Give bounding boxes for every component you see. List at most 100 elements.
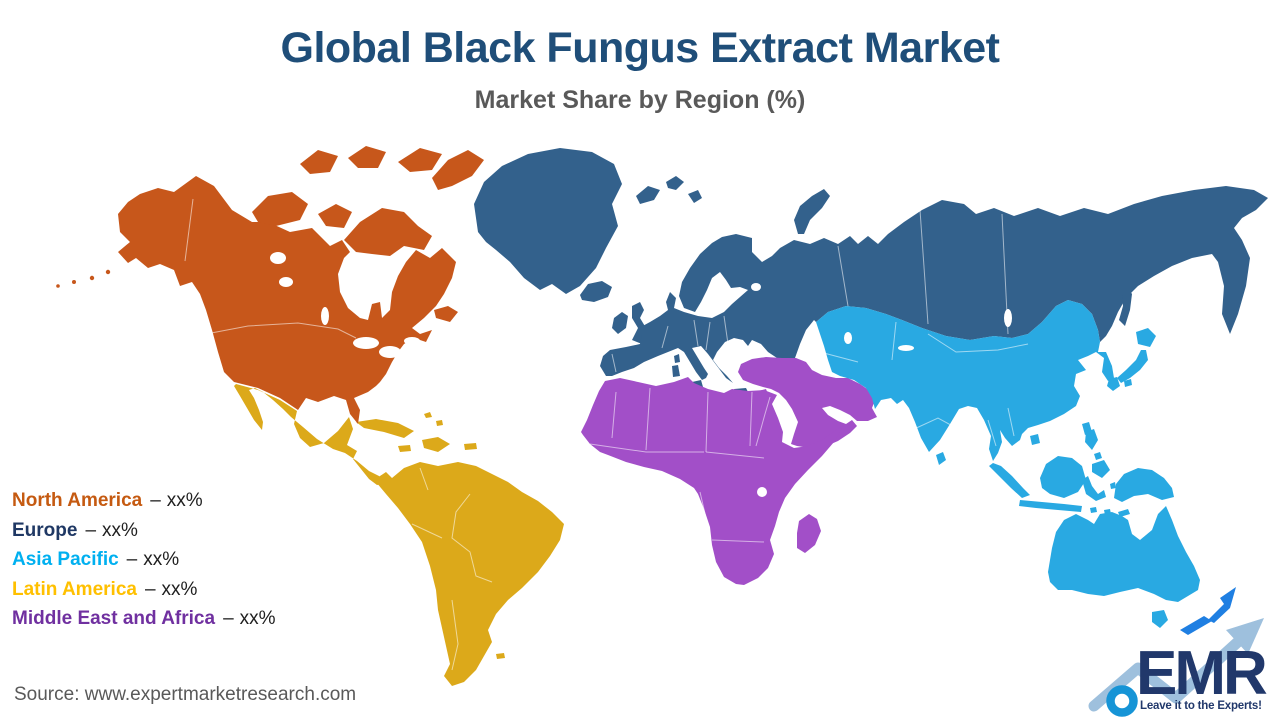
baffin-island xyxy=(344,208,432,256)
japan-shikoku xyxy=(1124,379,1132,387)
aleutian-2 xyxy=(89,275,95,281)
border-spain-portugal xyxy=(611,353,617,373)
border-ural xyxy=(837,245,849,307)
timor xyxy=(1118,509,1130,517)
australia xyxy=(1048,506,1200,602)
jamaica xyxy=(398,445,411,452)
legend-separator: – xyxy=(223,608,234,629)
border-libya-egypt xyxy=(705,391,709,453)
map-region-middle-east-africa xyxy=(581,357,877,585)
map-region-latin-america xyxy=(234,384,564,686)
border-mongolia-china xyxy=(927,333,1029,353)
middle-east xyxy=(738,357,877,448)
aleutian-4 xyxy=(56,284,60,288)
map-region-asia-pacific xyxy=(816,300,1200,628)
lake-winnipeg xyxy=(321,307,329,325)
arctic-island-1 xyxy=(300,150,338,174)
lake-ontario xyxy=(419,345,429,353)
border-india-china xyxy=(911,417,961,431)
map-region-north-america xyxy=(56,146,484,424)
legend-separator: – xyxy=(144,578,156,600)
border-france-germany xyxy=(661,325,669,349)
cuba xyxy=(356,419,414,438)
legend-item-latin-america: Latin America – xx% xyxy=(12,575,276,605)
eurasia-mainland xyxy=(600,186,1268,383)
lakes xyxy=(270,252,1012,497)
border-kazakhstan-uzbekistan xyxy=(819,351,859,363)
sulawesi xyxy=(1082,476,1106,501)
logo-trend-arrow-head xyxy=(1226,618,1264,654)
legend-item-europe: Europe – xx% xyxy=(12,516,276,546)
emr-logo: EMR Leave it to the Experts! xyxy=(1088,618,1270,717)
mexico-central-america xyxy=(234,384,393,485)
lake-ladoga xyxy=(751,283,761,291)
borneo xyxy=(1040,456,1086,498)
border-algeria-libya xyxy=(645,387,651,451)
japan-honshu xyxy=(1117,350,1148,383)
africa xyxy=(581,377,844,585)
border-brazil-west xyxy=(451,493,493,583)
lake-baikal xyxy=(1004,309,1012,327)
north-america-mainland xyxy=(118,176,456,424)
logo-tagline: Leave it to the Experts! xyxy=(1140,700,1262,712)
novaya-zemlya xyxy=(794,189,830,234)
legend-separator: – xyxy=(85,519,97,541)
svalbard-2 xyxy=(666,176,684,190)
svalbard xyxy=(636,186,660,204)
tasmania xyxy=(1152,610,1168,628)
svalbard-3 xyxy=(688,190,702,203)
japan-hokkaido xyxy=(1136,328,1156,347)
great-bear-lake xyxy=(270,252,286,264)
sardinia xyxy=(672,365,680,377)
corsica xyxy=(674,354,680,363)
lesser-sunda-1 xyxy=(1090,507,1097,513)
hispaniola xyxy=(422,437,450,452)
bahamas-2 xyxy=(436,420,443,426)
greenland xyxy=(474,148,622,294)
legend-item-asia-pacific: Asia Pacific – xx% xyxy=(12,545,276,575)
border-egypt-sudan xyxy=(749,391,753,447)
map-legend: North America – xx% Europe – xx% Asia Pacifi… xyxy=(12,486,276,634)
legend-label: Europe xyxy=(12,519,78,541)
border-colombia-venezuela xyxy=(419,467,429,491)
border-peru-brazil xyxy=(411,523,443,539)
legend-value: xx% xyxy=(143,549,180,570)
legend-label: Latin America xyxy=(12,578,137,600)
lake-michigan-huron xyxy=(379,346,401,358)
legend-value: xx% xyxy=(161,578,198,600)
border-sahel-west xyxy=(589,443,704,453)
legend-item-middle-east-africa: Middle East and Africa – xx% xyxy=(12,604,276,634)
falkland-islands xyxy=(496,653,505,659)
hainan xyxy=(1030,434,1040,445)
page-subtitle: Market Share by Region (%) xyxy=(474,86,806,114)
logo-text: EMR xyxy=(1136,639,1267,708)
new-guinea xyxy=(1114,468,1174,502)
ireland xyxy=(612,312,628,334)
border-zambezi xyxy=(711,539,765,543)
legend-separator: – xyxy=(126,549,138,570)
border-congo xyxy=(699,491,707,519)
border-kazakhstan-china xyxy=(891,321,897,361)
country-borders xyxy=(184,198,1029,671)
border-siberia-2 xyxy=(1001,213,1009,335)
legend-value: xx% xyxy=(239,608,276,629)
newfoundland xyxy=(434,306,458,322)
java xyxy=(1019,500,1082,512)
aleutian-3 xyxy=(72,280,76,284)
sumatra xyxy=(989,463,1030,498)
map-region-europe xyxy=(474,148,1268,393)
legend-label: Asia Pacific xyxy=(12,549,119,570)
sri-lanka xyxy=(936,452,946,465)
puerto-rico xyxy=(464,443,477,450)
page-title: Global Black Fungus Extract Market xyxy=(280,24,1000,72)
nile-river xyxy=(755,396,771,447)
legend-label: Middle East and Africa xyxy=(12,608,216,629)
arctic-island-3 xyxy=(398,148,442,172)
border-ukraine-russia xyxy=(723,315,729,345)
aral-sea xyxy=(844,332,852,344)
nz-north-island xyxy=(1208,587,1236,623)
madagascar xyxy=(797,514,821,553)
lake-superior xyxy=(353,337,379,349)
